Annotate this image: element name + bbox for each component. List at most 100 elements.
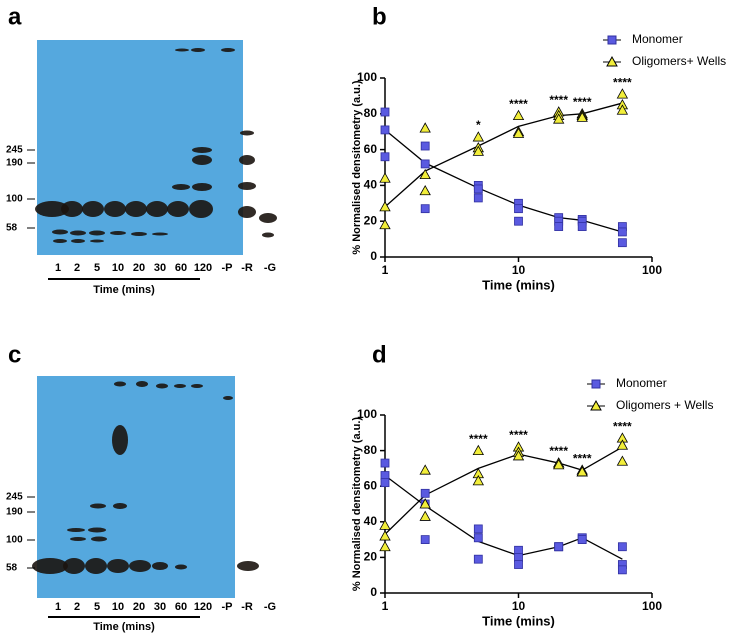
data-point (379, 530, 391, 541)
blot-band (175, 48, 189, 52)
y-tick-label: 80 (364, 106, 378, 120)
data-point (380, 107, 390, 117)
lane-label: 10 (112, 262, 124, 274)
data-point (576, 466, 588, 477)
data-point (419, 510, 431, 521)
data-point (380, 152, 390, 162)
x-tick-label: 1 (382, 263, 389, 277)
data-point (616, 88, 629, 99)
data-point (473, 524, 483, 534)
blot-band (146, 201, 168, 217)
blot-band (136, 381, 148, 387)
blot-band (191, 384, 203, 388)
blot-band (259, 213, 277, 223)
blot-band (156, 383, 168, 389)
lane-label: 120 (194, 262, 212, 274)
significance: **** (613, 75, 632, 89)
data-point (420, 488, 430, 498)
mw-marker: 100 (6, 535, 23, 546)
data-point (616, 439, 629, 450)
data-point (472, 145, 484, 156)
significance: **** (509, 428, 528, 442)
data-point (514, 216, 523, 226)
y-axis-label: % Normalised densitometry (a.u.) (351, 80, 363, 255)
data-point (616, 104, 629, 115)
significance: **** (549, 93, 568, 107)
mw-marker: 58 (6, 223, 18, 234)
lane-label: 20 (133, 262, 145, 274)
data-point (616, 455, 629, 466)
blot-band (192, 183, 212, 191)
panel-letter: d (372, 341, 387, 368)
blot-band (52, 229, 68, 235)
x-axis-label: Time (mins) (482, 613, 555, 628)
lane-label: 60 (175, 601, 187, 613)
blot-band (107, 559, 129, 573)
data-point (473, 554, 483, 564)
y-tick-label: 60 (364, 478, 378, 492)
lane-label: -G (264, 262, 276, 274)
data-point (617, 227, 627, 237)
mw-marker: 100 (6, 194, 23, 205)
data-point (419, 464, 431, 475)
x-tick-label: 1 (382, 599, 389, 613)
lane-label: -R (241, 262, 253, 274)
lane-label: -G (264, 601, 276, 613)
data-point (617, 542, 627, 552)
blot-band (192, 147, 212, 153)
significance: **** (509, 97, 528, 111)
lane-label: -P (222, 262, 233, 274)
data-point (379, 519, 391, 530)
data-point (379, 218, 391, 230)
y-tick-label: 0 (370, 249, 377, 263)
blot-band (191, 48, 205, 52)
data-point (379, 201, 391, 212)
legend-marker (607, 35, 617, 45)
y-tick-label: 40 (364, 178, 378, 192)
legend-label: Oligomers+ Wells (632, 54, 726, 68)
y-tick-label: 20 (364, 213, 378, 227)
mw-marker: 245 (6, 492, 23, 503)
blot-band (32, 558, 68, 574)
y-tick-label: 100 (357, 70, 377, 84)
y-axis-label: % Normalised densitometry (a.u.) (351, 417, 363, 592)
blot-band (88, 527, 106, 533)
lane-label: 20 (133, 601, 145, 613)
blot-band (82, 201, 104, 217)
data-point (419, 184, 431, 196)
blot-band (71, 239, 85, 243)
blot-band (174, 384, 186, 388)
blot-band (112, 425, 128, 455)
data-point (420, 204, 430, 214)
blot-band (172, 184, 190, 190)
data-point (419, 122, 431, 133)
data-point (554, 542, 564, 552)
lane-label: 60 (175, 262, 187, 274)
blot-band (70, 230, 86, 236)
data-point (617, 565, 627, 575)
data-point (379, 540, 391, 552)
mw-marker: 190 (6, 507, 23, 518)
y-tick-label: 0 (370, 585, 377, 599)
significance: **** (573, 95, 592, 109)
significance: **** (469, 432, 488, 446)
y-tick-label: 40 (364, 514, 378, 528)
lane-label: 10 (112, 601, 124, 613)
data-point (472, 475, 484, 486)
blot-band (91, 536, 107, 542)
y-tick-label: 20 (364, 550, 378, 564)
blot-band (129, 560, 151, 572)
data-point (473, 193, 483, 203)
panel-letter: a (8, 3, 22, 30)
blot-band (113, 503, 127, 509)
blot-band (90, 239, 104, 243)
blot-band (63, 558, 85, 574)
blot-band (89, 230, 105, 236)
blot-band (90, 503, 106, 509)
blot-band (167, 201, 189, 217)
blot-band (237, 561, 259, 571)
data-point (617, 238, 627, 248)
x-tick-label: 100 (642, 263, 662, 277)
data-point (514, 204, 523, 214)
